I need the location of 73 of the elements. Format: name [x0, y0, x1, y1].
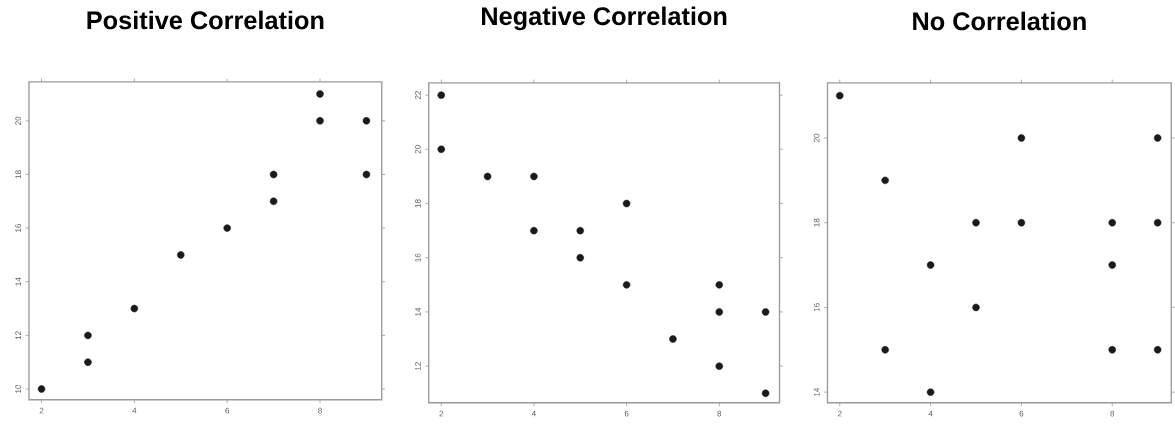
- y-tick-label: 20: [415, 145, 421, 154]
- point: [972, 303, 980, 312]
- point: [84, 358, 92, 367]
- point: [926, 261, 935, 269]
- point: [316, 90, 324, 98]
- x-tick-label: 8: [318, 407, 322, 414]
- point: [622, 281, 631, 289]
- point: [972, 219, 980, 227]
- y-tick-label: 14: [15, 277, 21, 286]
- point: [269, 197, 278, 206]
- point: [881, 346, 889, 354]
- x-tick-label: 6: [624, 410, 629, 417]
- point: [1017, 219, 1026, 227]
- y-tick-label: 20: [813, 134, 820, 143]
- y-tick-label: 14: [813, 388, 820, 397]
- point: [761, 308, 770, 316]
- x-tick-label: 2: [439, 410, 444, 417]
- point: [362, 170, 371, 179]
- x-tick-label: 8: [717, 410, 722, 417]
- point: [130, 304, 139, 313]
- point: [1153, 134, 1162, 142]
- point: [84, 331, 92, 340]
- y-tick-label: 16: [415, 253, 421, 262]
- point: [1153, 346, 1162, 354]
- x-tick-label: 6: [225, 407, 230, 414]
- x-tick-label: 2: [837, 410, 842, 417]
- point: [437, 145, 445, 154]
- point: [715, 281, 724, 289]
- chart-title: Positive Correlation: [87, 10, 324, 30]
- chart-title: Negative Correlation: [482, 6, 727, 31]
- y-tick-label: 18: [813, 218, 820, 227]
- x-tick-label: 4: [928, 410, 933, 417]
- y-tick-label: 20: [15, 116, 21, 126]
- point: [715, 308, 724, 316]
- point: [37, 385, 46, 393]
- point: [483, 172, 492, 181]
- x-tick-label: 6: [1019, 410, 1024, 417]
- x-tick-label: 2: [39, 407, 44, 414]
- y-tick-label: 18: [15, 170, 21, 179]
- y-tick-label: 14: [415, 307, 421, 316]
- point: [1108, 219, 1116, 227]
- point: [316, 117, 324, 125]
- y-tick-label: 10: [15, 385, 21, 393]
- y-tick-label: 12: [15, 331, 21, 340]
- point: [836, 92, 844, 100]
- x-tick-label: 8: [1110, 410, 1115, 417]
- point: [715, 362, 724, 371]
- y-tick-label: 18: [415, 199, 421, 208]
- point: [177, 251, 185, 259]
- point: [881, 176, 889, 185]
- point: [437, 91, 445, 100]
- point: [576, 227, 584, 235]
- point: [1017, 134, 1026, 142]
- point: [223, 224, 231, 232]
- point: [622, 199, 631, 208]
- point: [1153, 219, 1162, 227]
- point: [669, 335, 677, 343]
- point: [530, 227, 538, 235]
- point: [1108, 346, 1116, 354]
- y-tick-label: 16: [813, 303, 820, 312]
- point: [362, 117, 371, 125]
- point: [761, 389, 770, 398]
- y-tick-label: 22: [415, 91, 421, 100]
- y-tick-label: 12: [415, 362, 421, 371]
- y-tick-label: 16: [15, 224, 21, 233]
- point: [530, 172, 538, 181]
- chart-title: No Correlation: [913, 11, 1086, 31]
- x-tick-label: 4: [132, 407, 137, 414]
- x-tick-label: 4: [531, 410, 536, 417]
- point: [269, 170, 278, 179]
- point: [926, 388, 935, 397]
- point: [576, 254, 584, 262]
- point: [1108, 261, 1116, 269]
